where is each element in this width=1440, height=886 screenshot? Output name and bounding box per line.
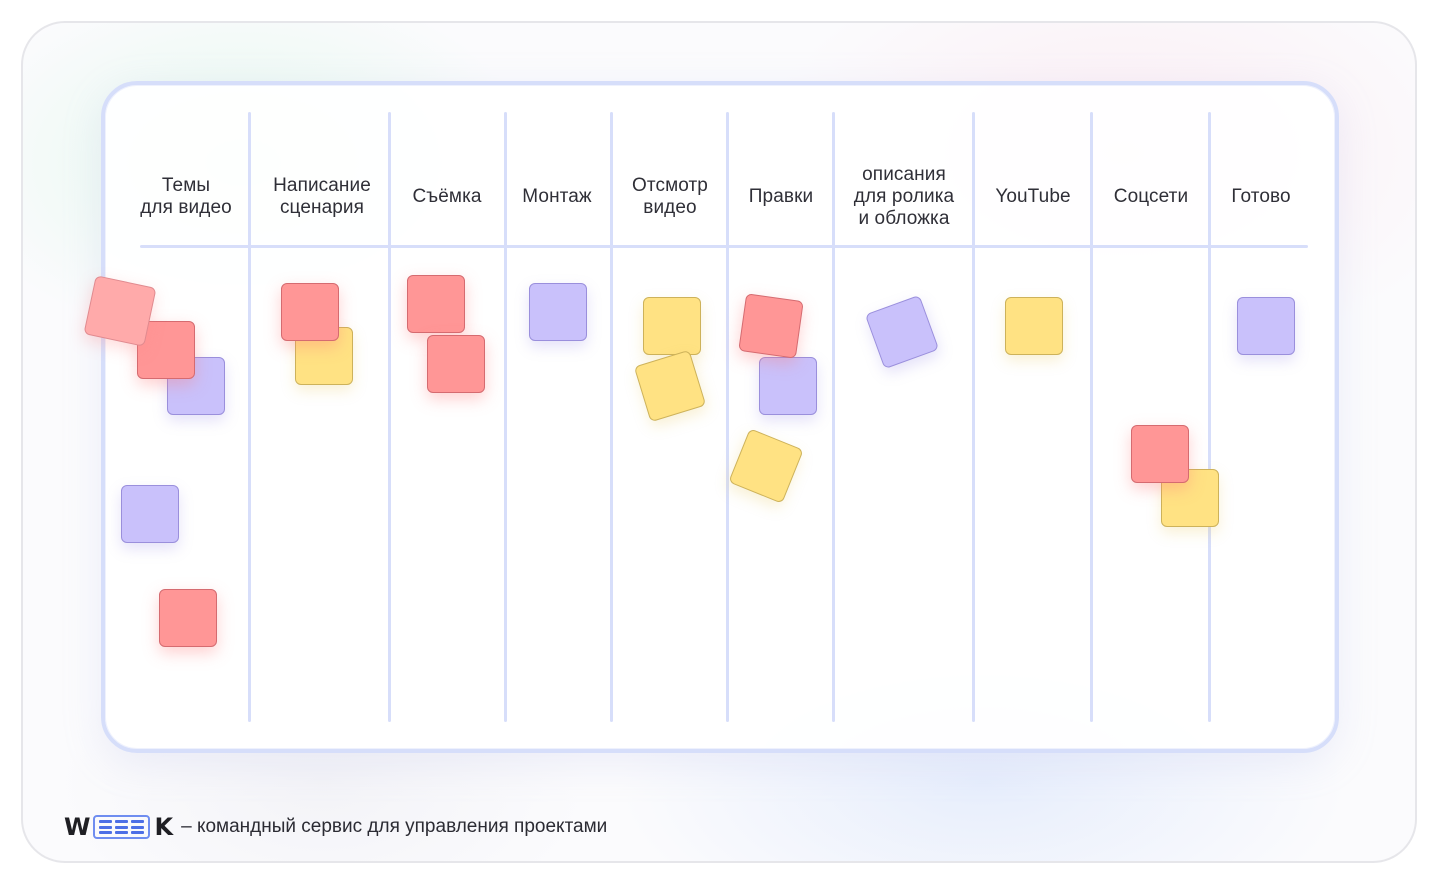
sticky-note[interactable]	[407, 275, 465, 333]
kanban-board	[101, 81, 1339, 753]
column-title-topics: Темы для видео	[140, 175, 232, 218]
column-divider	[504, 112, 507, 722]
column-title-done: Готово	[1231, 186, 1291, 207]
e-icon	[131, 820, 145, 834]
column-title-shooting: Съёмка	[412, 186, 482, 207]
sticky-note[interactable]	[121, 485, 179, 543]
sticky-note[interactable]	[427, 335, 485, 393]
sticky-note[interactable]	[83, 275, 157, 347]
column-divider	[726, 112, 729, 722]
column-title-youtube: YouTube	[995, 186, 1071, 207]
sticky-note[interactable]	[643, 297, 701, 355]
column-divider	[248, 112, 251, 722]
column-divider	[1090, 112, 1093, 722]
sticky-note[interactable]	[281, 283, 339, 341]
column-title-fixes: Правки	[748, 186, 814, 207]
column-divider	[1208, 112, 1211, 722]
sticky-note[interactable]	[1237, 297, 1295, 355]
logo-e-box	[93, 815, 151, 839]
weeek-logo: W K	[64, 813, 174, 841]
sticky-note[interactable]	[529, 283, 587, 341]
column-title-review: Отсмотр видео	[632, 175, 708, 218]
column-divider	[972, 112, 975, 722]
column-divider	[832, 112, 835, 722]
sticky-note[interactable]	[759, 357, 817, 415]
column-divider	[610, 112, 613, 722]
tagline: – командный сервис для управления проект…	[181, 816, 608, 837]
footer: W K – командный сервис для управления пр…	[64, 812, 607, 842]
column-title-editing: Монтаж	[522, 186, 592, 207]
header-divider	[140, 245, 1308, 248]
e-icon	[99, 820, 113, 834]
column-title-script: Написание сценария	[273, 175, 371, 218]
column-divider	[388, 112, 391, 722]
e-icon	[115, 820, 129, 834]
sticky-note[interactable]	[1005, 297, 1063, 355]
sticky-note[interactable]	[1131, 425, 1189, 483]
sticky-note[interactable]	[159, 589, 217, 647]
column-title-social: Соцсети	[1113, 186, 1189, 207]
sticky-note[interactable]	[738, 293, 804, 359]
column-title-description: описания для ролика и обложка	[853, 164, 955, 229]
